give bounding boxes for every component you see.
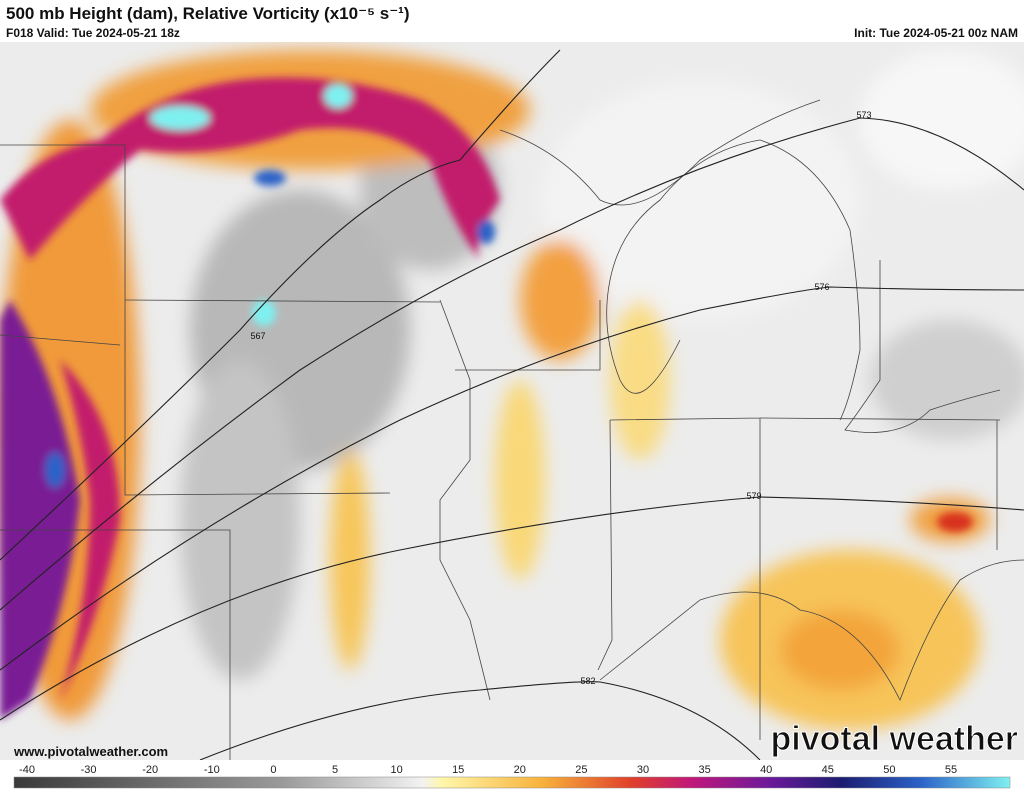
colorbar-label: 5 [332, 764, 338, 776]
valid-time: F018 Valid: Tue 2024-05-21 18z [6, 26, 180, 40]
contour-label: 567 [250, 331, 265, 341]
contour-label: 576 [814, 282, 829, 292]
map: 567 573 576 579 582 www.pivotalweather.c… [0, 42, 1024, 760]
colorbar-label: 30 [637, 764, 649, 776]
colorbar: -40 -30 -20 -10 0 5 10 15 20 25 30 35 40 45 50 55 [13, 764, 1011, 789]
colorbar-label: 10 [390, 764, 402, 776]
contour-label: 582 [580, 676, 595, 686]
colorbar-label: 35 [698, 764, 710, 776]
init-time: Init: Tue 2024-05-21 00z NAM [854, 26, 1018, 40]
title: 500 mb Height (dam), Relative Vorticity … [6, 4, 410, 23]
colorbar-scale [13, 776, 1011, 789]
contour-label: 579 [746, 491, 761, 501]
colorbar-label: -20 [142, 764, 158, 776]
colorbar-label: 25 [575, 764, 587, 776]
colorbar-label: -40 [19, 764, 35, 776]
colorbar-label: 40 [760, 764, 772, 776]
colorbar-label: 20 [514, 764, 526, 776]
colorbar-label: 55 [945, 764, 957, 776]
colorbar-label: 50 [883, 764, 895, 776]
logo: pivotal weather [770, 720, 1018, 758]
contour-label: 573 [856, 110, 871, 120]
colorbar-label: 15 [452, 764, 464, 776]
colorbar-label: 0 [270, 764, 276, 776]
colorbar-label: -10 [204, 764, 220, 776]
website: www.pivotalweather.com [13, 744, 168, 759]
colorbar-label: -30 [81, 764, 97, 776]
colorbar-label: 45 [822, 764, 834, 776]
